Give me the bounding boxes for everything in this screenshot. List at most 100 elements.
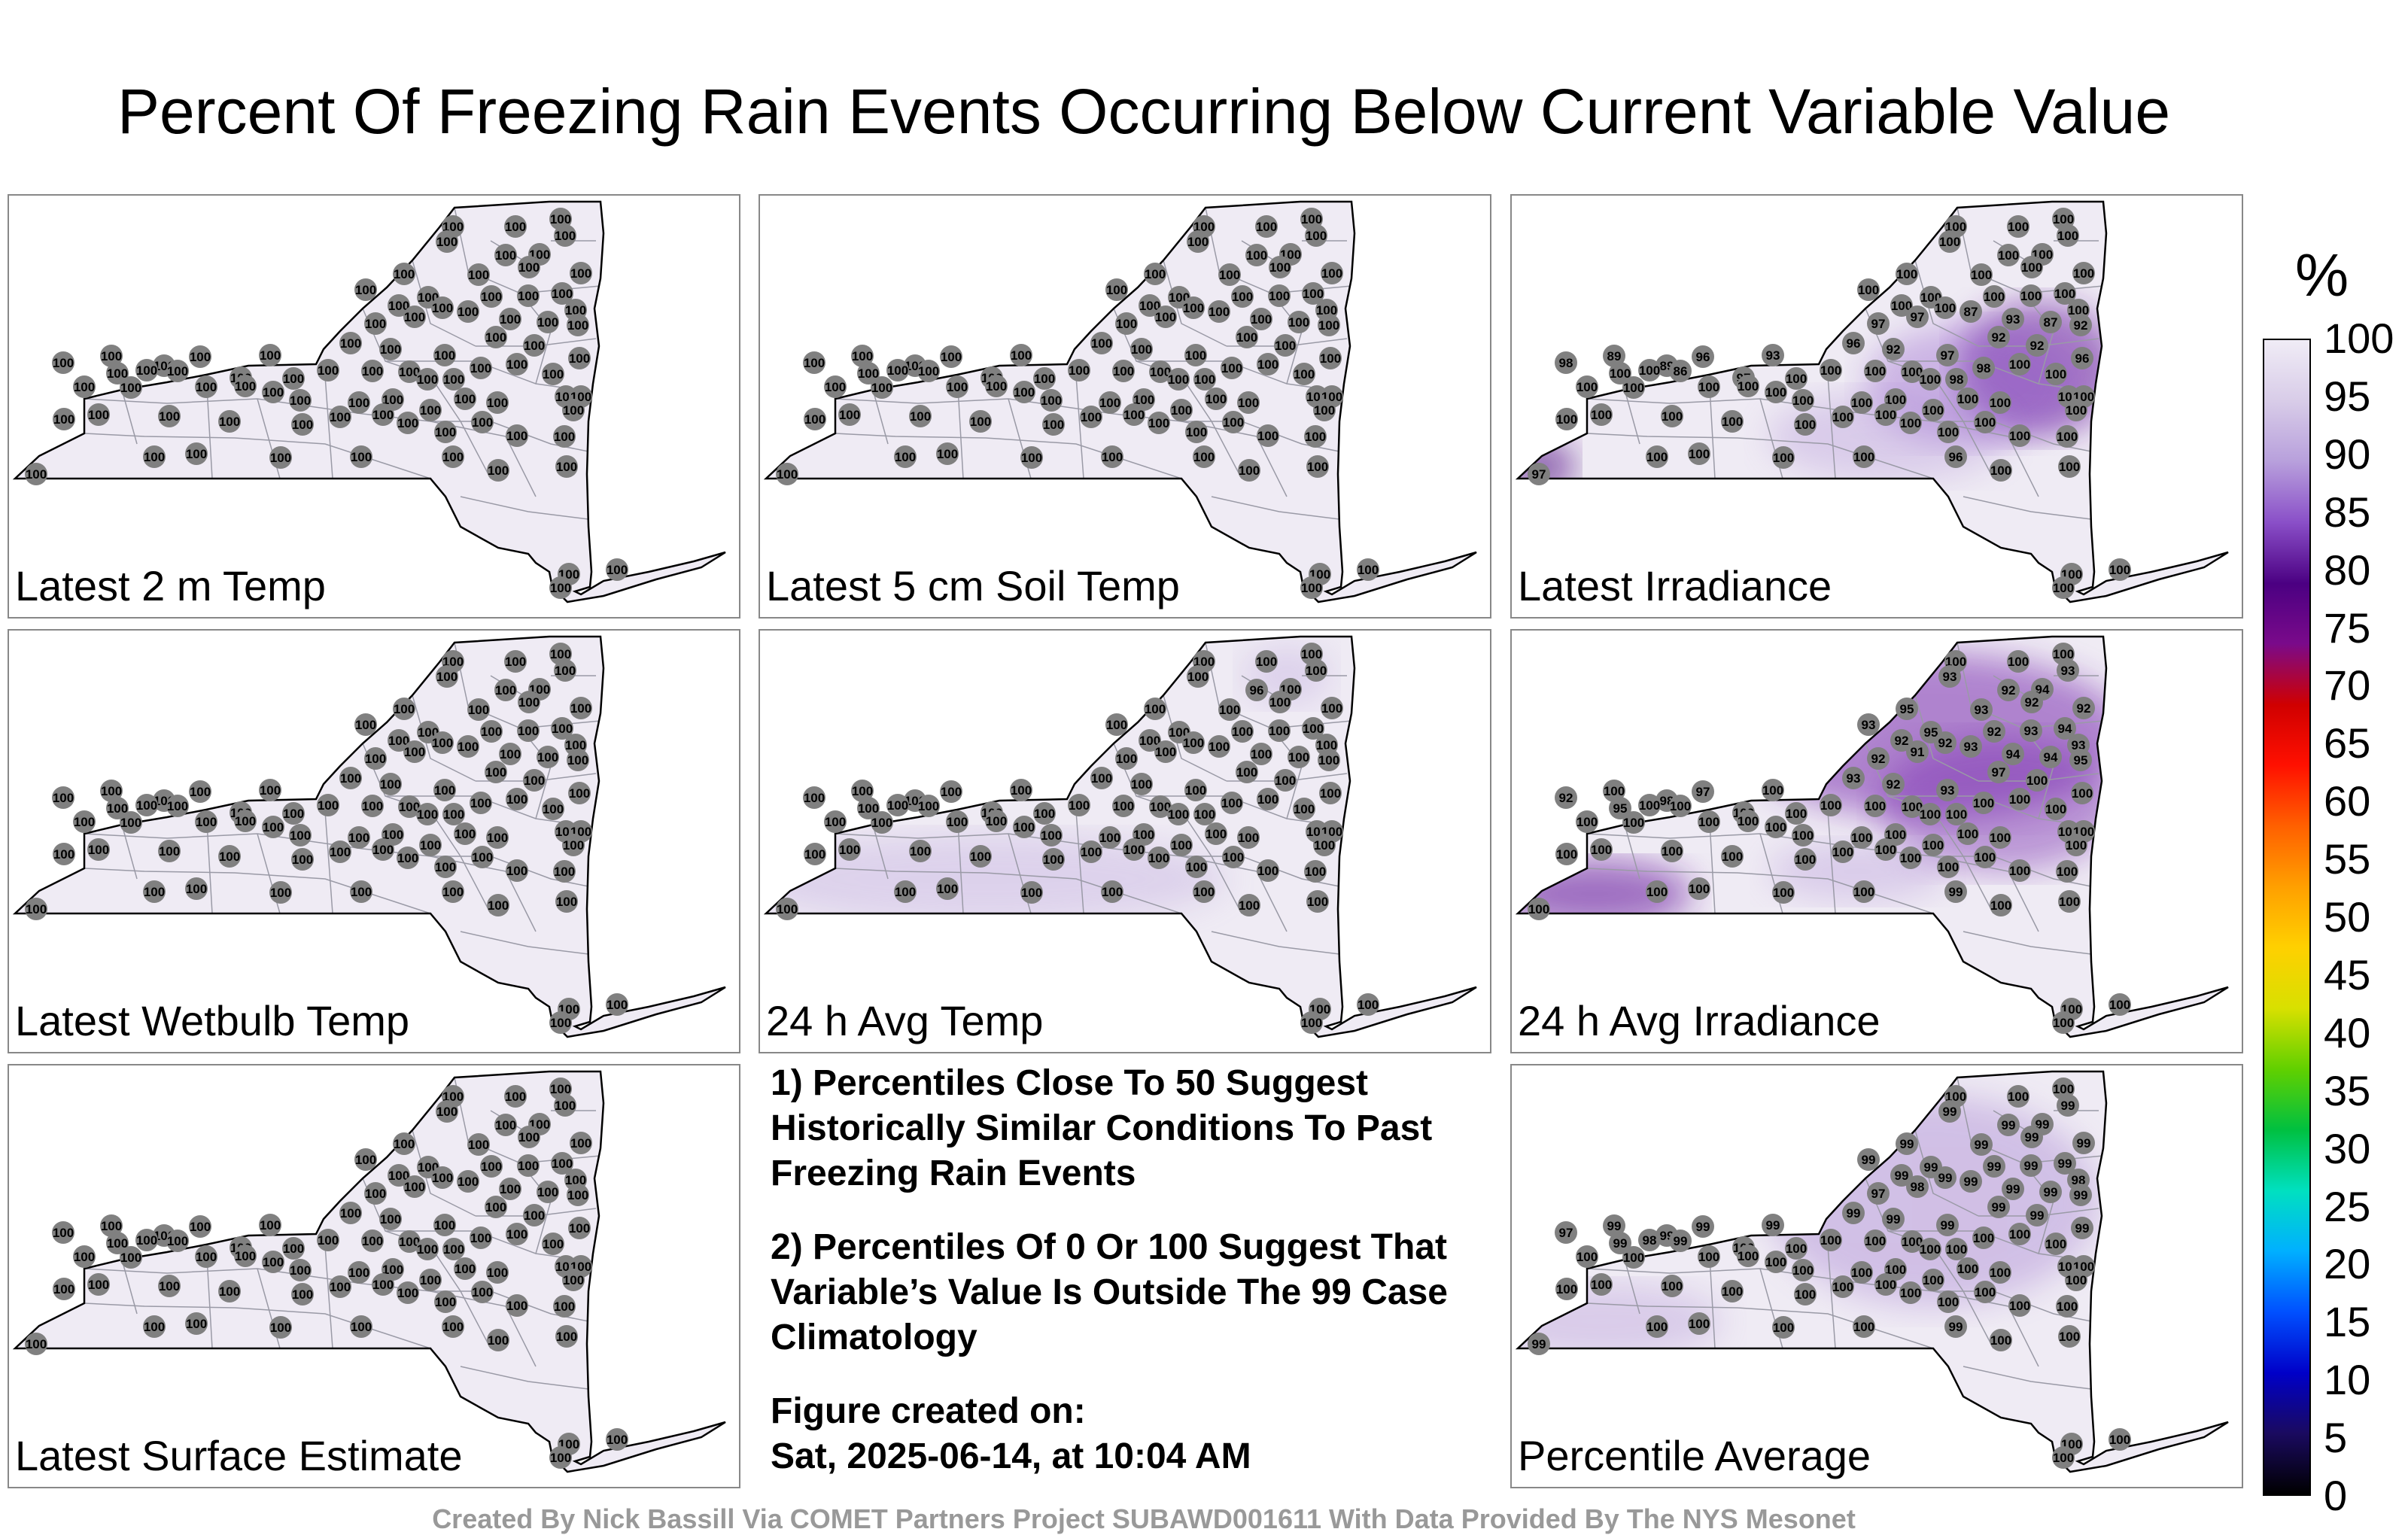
station-marker (2045, 798, 2067, 820)
station-value: 100 (506, 1299, 528, 1313)
station-value: 100 (458, 740, 479, 754)
station-marker (2057, 224, 2079, 247)
station-value: 100 (318, 798, 339, 813)
station-marker (1896, 698, 1918, 720)
station-value: 100 (1123, 843, 1145, 857)
station-marker (185, 877, 208, 900)
station-value: 100 (263, 820, 284, 834)
notes-block: 1) Percentiles Close To 50 Suggest Histo… (771, 1061, 1478, 1508)
station-value: 100 (839, 843, 860, 857)
station-marker (1020, 881, 1043, 904)
station-value: 100 (159, 1279, 180, 1293)
station-value: 100 (1832, 845, 1853, 859)
station-value: 100 (552, 1157, 573, 1171)
station-value: 100 (1139, 299, 1160, 313)
station-marker (568, 347, 591, 369)
station-value: 100 (1316, 303, 1337, 318)
station-marker (1792, 824, 1814, 847)
station-value: 100 (1133, 393, 1154, 407)
station-value: 100 (263, 1255, 284, 1269)
station-value: 99 (2002, 1118, 2016, 1132)
station-marker (1555, 1278, 1578, 1300)
station-value: 100 (355, 1153, 376, 1167)
station-value: 99 (1949, 885, 1963, 899)
station-value: 100 (565, 738, 586, 752)
station-value: 100 (1150, 800, 1171, 814)
station-marker (1250, 743, 1272, 765)
station-marker (553, 1295, 576, 1318)
station-value: 100 (1099, 396, 1120, 410)
station-marker (1864, 795, 1887, 817)
station-value: 100 (235, 379, 256, 394)
station-value: 100 (472, 850, 493, 865)
station-marker (120, 1246, 142, 1269)
station-value: 100 (290, 828, 311, 843)
station-marker (372, 838, 394, 861)
station-marker (1882, 773, 1905, 795)
station-marker (317, 1229, 339, 1251)
station-marker (506, 1223, 528, 1245)
station-marker (1899, 847, 1922, 869)
station-value: 100 (567, 753, 588, 768)
station-value: 100 (569, 351, 590, 366)
note-2: 2) Percentiles Of 0 Or 100 Suggest That … (771, 1227, 1448, 1357)
station-marker (419, 1269, 442, 1291)
station-marker (329, 406, 351, 428)
station-marker (1890, 1164, 1913, 1187)
panel-label: Percentile Average (1518, 1432, 1871, 1479)
station-marker (1182, 731, 1205, 754)
station-marker (824, 810, 847, 833)
station-value: 99 (2061, 1099, 2075, 1113)
station-marker (100, 345, 123, 367)
station-marker (1820, 1229, 1842, 1251)
station-value: 100 (1011, 348, 1032, 363)
station-value: 100 (1639, 363, 1660, 378)
station-value: 100 (1975, 850, 1996, 865)
station-value: 100 (235, 814, 256, 828)
station-value: 100 (1099, 831, 1120, 845)
station-value: 100 (159, 409, 180, 424)
station-value: 99 (1887, 1212, 1901, 1226)
station-marker (485, 326, 507, 348)
station-marker (433, 344, 456, 366)
colorbar-tick-label: 85 (2324, 488, 2371, 536)
station-value: 100 (74, 815, 95, 829)
station-marker (1149, 360, 1172, 383)
station-value: 100 (1307, 460, 1328, 474)
station-marker (53, 1278, 75, 1300)
station-marker (1669, 1230, 1692, 1252)
station-marker (1896, 263, 1918, 285)
station-marker (282, 1237, 305, 1260)
station-value: 100 (2045, 367, 2066, 381)
station-marker (562, 834, 585, 856)
station-value: 100 (355, 283, 376, 297)
station-value: 100 (1232, 290, 1253, 304)
station-marker (442, 803, 465, 825)
station-marker (1139, 729, 1161, 752)
station-value: 100 (500, 1182, 521, 1196)
station-marker (1238, 894, 1260, 916)
station-marker (348, 1261, 370, 1284)
station-marker (1144, 263, 1166, 285)
station-marker (776, 898, 798, 920)
note-1: 1) Percentiles Close To 50 Suggest Histo… (771, 1063, 1433, 1193)
station-value: 100 (1786, 1242, 1807, 1256)
station-value: 100 (777, 467, 798, 482)
station-marker (1820, 359, 1842, 381)
station-value: 100 (1689, 1317, 1710, 1331)
station-value: 100 (871, 381, 892, 395)
station-marker (1864, 360, 1887, 382)
station-marker (1010, 779, 1032, 801)
station-value: 100 (1722, 415, 1743, 429)
station-value: 100 (1990, 1333, 2011, 1348)
station-value: 100 (1314, 403, 1335, 418)
station-marker (1997, 244, 2020, 266)
station-marker (940, 345, 962, 368)
station-marker (189, 345, 211, 368)
station-marker (1099, 826, 1121, 849)
station-value: 100 (804, 412, 825, 427)
station-value: 100 (488, 464, 509, 478)
station-value: 100 (144, 1320, 165, 1334)
station-marker (393, 263, 415, 285)
station-value: 100 (472, 415, 493, 430)
